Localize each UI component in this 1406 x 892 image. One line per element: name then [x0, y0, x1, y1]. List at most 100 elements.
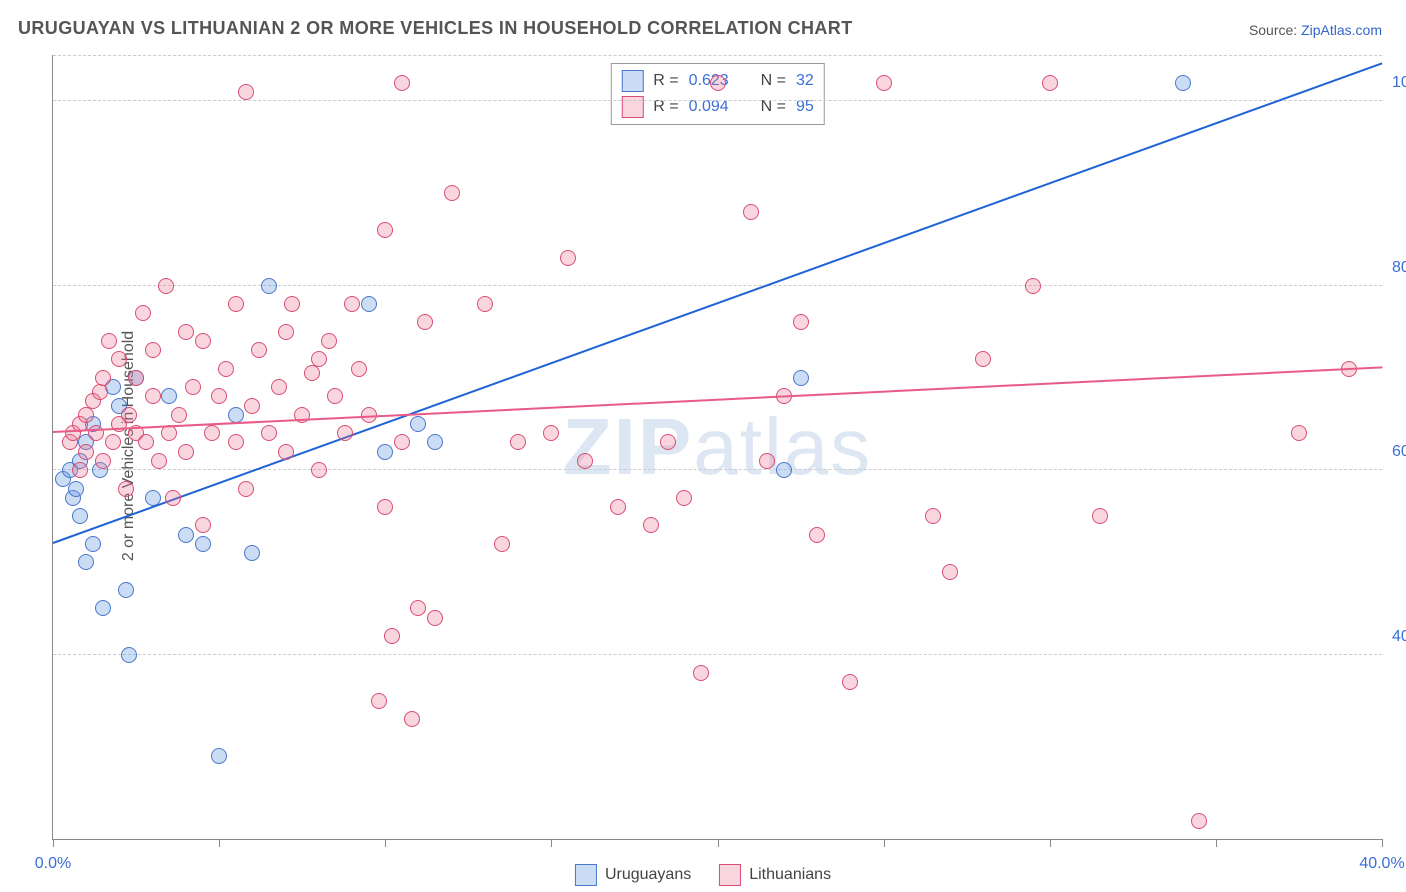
- data-point: [78, 554, 94, 570]
- data-point: [351, 361, 367, 377]
- data-point: [158, 278, 174, 294]
- data-point: [78, 444, 94, 460]
- legend-swatch-icon: [621, 70, 643, 92]
- data-point: [427, 610, 443, 626]
- data-point: [92, 384, 108, 400]
- data-point: [925, 508, 941, 524]
- data-point: [311, 462, 327, 478]
- legend-swatch-icon: [719, 864, 741, 886]
- legend-label: Lithuanians: [749, 866, 831, 884]
- data-point: [105, 434, 121, 450]
- x-tick: [551, 839, 552, 847]
- series-legend: Uruguayans Lithuanians: [575, 864, 831, 886]
- data-point: [128, 370, 144, 386]
- data-point: [211, 748, 227, 764]
- data-point: [384, 628, 400, 644]
- gridline: [53, 654, 1382, 655]
- data-point: [427, 434, 443, 450]
- data-point: [975, 351, 991, 367]
- data-point: [361, 296, 377, 312]
- data-point: [121, 407, 137, 423]
- data-point: [284, 296, 300, 312]
- gridline: [53, 55, 1382, 56]
- gridline: [53, 100, 1382, 101]
- x-tick: [1216, 839, 1217, 847]
- x-tick: [1382, 839, 1383, 847]
- legend-label: Uruguayans: [605, 866, 691, 884]
- data-point: [145, 388, 161, 404]
- data-point: [321, 333, 337, 349]
- data-point: [178, 324, 194, 340]
- data-point: [238, 481, 254, 497]
- data-point: [218, 361, 234, 377]
- data-point: [171, 407, 187, 423]
- y-tick-label: 100.0%: [1392, 74, 1406, 92]
- data-point: [78, 407, 94, 423]
- data-point: [261, 278, 277, 294]
- y-tick-label: 40.0%: [1392, 628, 1406, 646]
- data-point: [95, 453, 111, 469]
- y-tick-label: 60.0%: [1392, 443, 1406, 461]
- data-point: [135, 305, 151, 321]
- x-tick: [1050, 839, 1051, 847]
- data-point: [278, 324, 294, 340]
- r-label: R =: [653, 72, 678, 90]
- data-point: [138, 434, 154, 450]
- data-point: [118, 582, 134, 598]
- data-point: [793, 370, 809, 386]
- data-point: [195, 536, 211, 552]
- legend-item: Uruguayans: [575, 864, 691, 886]
- data-point: [311, 351, 327, 367]
- data-point: [477, 296, 493, 312]
- x-tick-label: 0.0%: [35, 855, 71, 873]
- x-tick: [53, 839, 54, 847]
- data-point: [842, 674, 858, 690]
- data-point: [145, 342, 161, 358]
- data-point: [185, 379, 201, 395]
- data-point: [560, 250, 576, 266]
- data-point: [204, 425, 220, 441]
- n-label: N =: [761, 72, 786, 90]
- data-point: [793, 314, 809, 330]
- data-point: [211, 388, 227, 404]
- data-point: [1025, 278, 1041, 294]
- data-point: [244, 545, 260, 561]
- data-point: [228, 434, 244, 450]
- data-point: [101, 333, 117, 349]
- legend-item: Lithuanians: [719, 864, 831, 886]
- data-point: [710, 75, 726, 91]
- data-point: [228, 407, 244, 423]
- data-point: [304, 365, 320, 381]
- data-point: [410, 600, 426, 616]
- legend-row: R = 0.094 N = 95: [621, 94, 813, 120]
- data-point: [394, 434, 410, 450]
- data-point: [244, 398, 260, 414]
- data-point: [72, 508, 88, 524]
- data-point: [238, 84, 254, 100]
- data-point: [85, 536, 101, 552]
- data-point: [261, 425, 277, 441]
- data-point: [72, 462, 88, 478]
- data-point: [377, 444, 393, 460]
- x-tick: [884, 839, 885, 847]
- data-point: [377, 499, 393, 515]
- trend-line: [53, 62, 1383, 544]
- gridline: [53, 285, 1382, 286]
- data-point: [178, 527, 194, 543]
- data-point: [344, 296, 360, 312]
- source-link[interactable]: ZipAtlas.com: [1301, 22, 1382, 38]
- data-point: [178, 444, 194, 460]
- legend-swatch-icon: [575, 864, 597, 886]
- x-tick: [385, 839, 386, 847]
- data-point: [1291, 425, 1307, 441]
- data-point: [195, 333, 211, 349]
- source-label: Source:: [1249, 22, 1301, 38]
- data-point: [88, 425, 104, 441]
- y-tick-label: 80.0%: [1392, 259, 1406, 277]
- data-point: [278, 444, 294, 460]
- data-point: [111, 351, 127, 367]
- x-tick: [718, 839, 719, 847]
- data-point: [676, 490, 692, 506]
- data-point: [151, 453, 167, 469]
- x-tick-label: 40.0%: [1359, 855, 1404, 873]
